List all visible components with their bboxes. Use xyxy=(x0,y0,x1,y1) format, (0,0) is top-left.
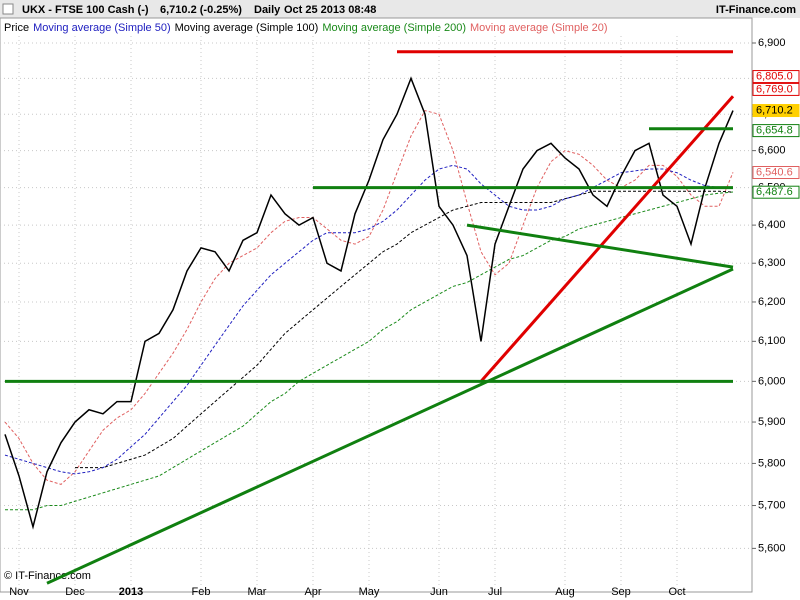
y-tick-label: 6,000 xyxy=(758,375,786,387)
x-tick-label: Mar xyxy=(248,586,267,598)
trendline xyxy=(46,267,734,585)
legend-entry: Moving average (Simple 20) xyxy=(470,22,608,34)
x-tick-label: 2013 xyxy=(119,586,143,598)
brand: IT-Finance.com xyxy=(716,4,796,16)
series-line xyxy=(4,164,733,475)
price-label: 6,769.0 xyxy=(756,83,793,95)
price-label-box xyxy=(752,166,800,180)
price-label: 6,487.6 xyxy=(756,186,793,198)
price-label: 6,805.0 xyxy=(756,70,793,82)
y-tick-label: 5,700 xyxy=(758,499,786,511)
x-tick-label: Sep xyxy=(611,586,631,598)
y-tick-label: 6,400 xyxy=(758,219,786,231)
y-tick-label: 6,600 xyxy=(758,145,786,157)
price-label: 6,540.6 xyxy=(756,166,793,178)
legend-entry: Moving average (Simple 50) xyxy=(33,22,171,34)
timestamp: Oct 25 2013 08:48 xyxy=(284,4,376,16)
trendline xyxy=(466,223,734,269)
price-label-box xyxy=(752,82,800,96)
x-tick-label: Nov xyxy=(9,586,29,598)
y-tick-label: 5,800 xyxy=(758,457,786,469)
y-tick-label: 6,200 xyxy=(758,296,786,308)
price-label-box xyxy=(752,70,800,84)
quote: 6,710.2 (-0.25%) xyxy=(160,4,242,16)
collapse-icon[interactable] xyxy=(2,3,14,15)
series-line xyxy=(4,76,734,530)
header-bar xyxy=(0,0,800,18)
y-tick-label: 5,900 xyxy=(758,416,786,428)
x-tick-label: Feb xyxy=(192,586,211,598)
period: Daily xyxy=(254,4,281,16)
x-tick-label: May xyxy=(359,586,380,598)
price-label-box xyxy=(752,124,800,138)
series-line xyxy=(75,190,734,469)
x-tick-label: Oct xyxy=(668,586,685,598)
x-tick-label: Dec xyxy=(65,586,85,598)
series-line xyxy=(5,191,734,511)
x-tick-label: Aug xyxy=(555,586,575,598)
x-tick-label: Apr xyxy=(304,586,321,598)
y-tick-label: 6,100 xyxy=(758,335,786,347)
footer: © IT-Finance.com xyxy=(4,570,91,582)
series-line xyxy=(4,110,734,485)
symbol: UKX - FTSE 100 Cash (-) xyxy=(22,4,149,16)
price-label: 6,654.8 xyxy=(756,125,793,137)
y-tick-label: 6,300 xyxy=(758,257,786,269)
legend-entry: Moving average (Simple 100) xyxy=(175,22,319,34)
legend-entry: Price xyxy=(4,22,29,34)
price-label-box xyxy=(752,104,800,118)
trendline xyxy=(479,95,735,383)
price-label-box xyxy=(752,185,800,199)
x-tick-label: Jul xyxy=(488,586,502,598)
y-tick-label: 5,600 xyxy=(758,542,786,554)
x-tick-label: Jun xyxy=(430,586,448,598)
y-tick-label: 6,900 xyxy=(758,37,786,49)
plot-frame xyxy=(0,17,753,593)
price-label: 6,710.2 xyxy=(756,104,793,116)
legend-entry: Moving average (Simple 200) xyxy=(322,22,466,34)
